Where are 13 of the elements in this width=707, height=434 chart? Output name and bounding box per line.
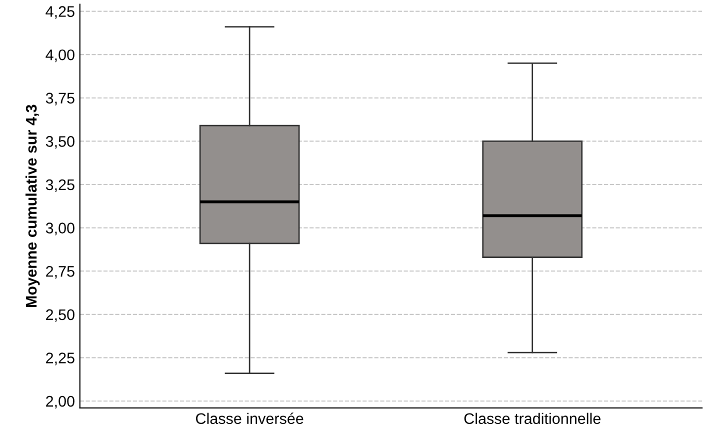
y-tick-label: 2,00: [46, 396, 74, 409]
y-tick-label: 3,50: [46, 136, 74, 149]
y-tick-label: 3,75: [46, 92, 74, 106]
y-tick-label: 2,50: [46, 309, 74, 322]
y-tick-label: 2,25: [46, 352, 74, 366]
y-axis-title: Moyenne cumulative sur 4,3: [26, 104, 40, 308]
y-tick-label: 2,75: [46, 266, 74, 279]
y-tick-label: 4,00: [46, 49, 74, 62]
y-tick-label: 4,25: [46, 6, 74, 19]
x-tick-label: Classe traditionnelle: [464, 412, 600, 424]
y-tick-label: 3,00: [46, 222, 74, 236]
x-tick-label: Classe inversée: [196, 412, 304, 424]
y-tick-label: 3,25: [46, 179, 74, 192]
